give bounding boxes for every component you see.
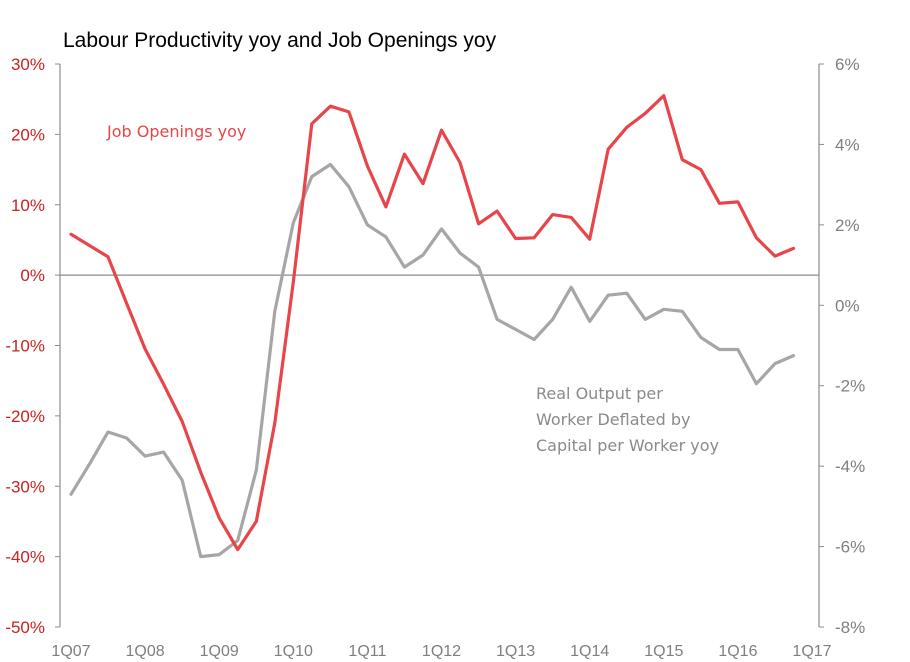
job-openings-line: [69, 94, 796, 552]
right-tick-label: 0%: [835, 296, 860, 315]
job-openings-label: Job Openings yoy: [106, 122, 246, 141]
right-tick-label: -4%: [835, 457, 865, 476]
right-tick-label: 2%: [835, 216, 860, 235]
right-tick-label: 4%: [835, 135, 860, 154]
productivity-label-line-3: Capital per Worker yoy: [536, 436, 719, 455]
left-tick-label: -10%: [5, 337, 45, 356]
productivity-label-line-1: Real Output per: [536, 384, 663, 403]
productivity-label-line-2: Worker Deflated by: [536, 410, 690, 429]
productivity-line: [69, 162, 796, 559]
x-tick-label: 1Q11: [348, 643, 386, 660]
left-tick-label: -20%: [5, 407, 45, 426]
right-tick-label: -6%: [835, 538, 865, 557]
chart-title: Labour Productivity yoy and Job Openings…: [63, 29, 497, 52]
left-tick-label: 20%: [11, 125, 45, 144]
x-tick-label: 1Q17: [792, 643, 831, 660]
x-tick-label: 1Q12: [422, 643, 461, 660]
x-tick-label: 1Q14: [570, 643, 609, 660]
x-tick-label: 1Q09: [200, 643, 239, 660]
right-tick-label: -2%: [835, 377, 865, 396]
right-tick-label: -8%: [835, 618, 865, 637]
x-tick-label: 1Q10: [274, 643, 313, 660]
left-tick-label: 30%: [11, 55, 45, 74]
axes: 30% 20% 10% 0% -10% -20% -30% -40% -50% 6% 4% 2% 0% -…: [5, 55, 865, 660]
left-tick-label: -40%: [5, 548, 45, 567]
x-tick-label: 1Q15: [644, 643, 683, 660]
x-tick-label: 1Q16: [718, 643, 757, 660]
x-tick-label: 1Q08: [126, 643, 165, 660]
left-tick-label: 0%: [20, 266, 45, 285]
left-tick-label: 10%: [11, 196, 45, 215]
x-tick-label: 1Q13: [496, 643, 535, 660]
left-tick-label: -30%: [5, 477, 45, 496]
right-tick-label: 6%: [835, 55, 860, 74]
series-layer: [69, 94, 796, 559]
x-tick-label: 1Q07: [51, 643, 90, 660]
left-tick-label: -50%: [5, 618, 45, 637]
